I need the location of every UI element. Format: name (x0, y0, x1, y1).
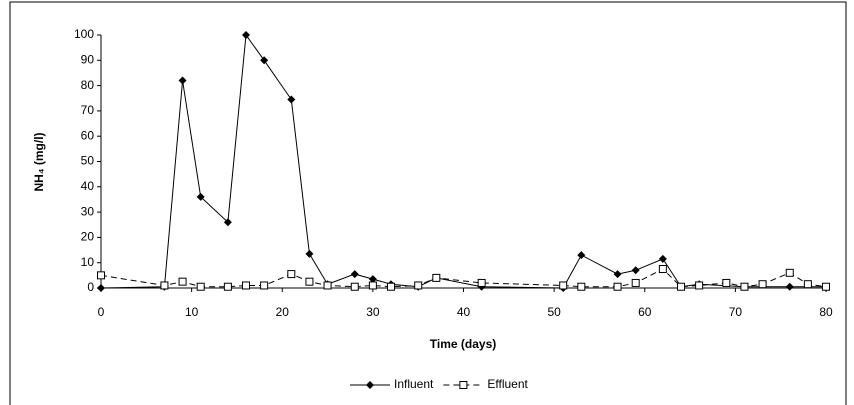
point (305, 249, 314, 258)
y-tick-label: 20 (81, 230, 95, 244)
point (223, 218, 232, 227)
x-tick-label: 20 (276, 305, 290, 319)
x-tick-label: 30 (366, 305, 380, 319)
point (658, 265, 667, 274)
point (740, 282, 749, 291)
point (658, 254, 667, 263)
x-tick-label: 0 (98, 305, 105, 319)
point (287, 95, 296, 104)
y-tick-label: 90 (81, 52, 95, 66)
point (178, 76, 187, 85)
y-tick-label: 30 (81, 204, 95, 218)
point (196, 282, 205, 291)
chart-frame (9, 1, 847, 405)
point (677, 282, 685, 291)
point (722, 278, 731, 287)
point (803, 280, 812, 289)
point (577, 251, 586, 260)
point (631, 278, 640, 287)
point (97, 271, 105, 280)
series-line (100, 33, 826, 289)
point (196, 192, 205, 201)
point (613, 282, 622, 291)
point (178, 277, 187, 286)
point (260, 56, 269, 65)
point (631, 266, 640, 275)
x-tick-label: 60 (638, 305, 652, 319)
point (577, 282, 586, 291)
point (350, 270, 359, 279)
x-tick-label: 40 (457, 305, 471, 319)
point (785, 282, 794, 291)
point (287, 270, 296, 279)
point (160, 281, 169, 290)
y-tick-label: 60 (81, 128, 95, 142)
point (242, 31, 250, 39)
y-tick-label: 10 (81, 255, 95, 269)
point (323, 281, 332, 290)
point (559, 281, 568, 290)
point (260, 281, 269, 290)
y-tick-label: 100 (74, 27, 94, 41)
y-tick-label: 0 (87, 280, 94, 294)
y-tick-label: 50 (81, 154, 95, 168)
legend-marker (459, 381, 468, 389)
point (822, 282, 830, 291)
legend-label: Effluent (487, 377, 528, 391)
y-tick-label: 80 (81, 78, 95, 92)
point (387, 282, 395, 291)
point (368, 281, 377, 290)
point (223, 282, 232, 291)
point (97, 284, 105, 292)
point (242, 281, 250, 290)
point (758, 280, 767, 289)
y-axis-title: NH₄ (mg/l) (32, 132, 46, 191)
point (785, 268, 794, 277)
x-tick-label: 70 (729, 305, 743, 319)
point (613, 270, 622, 279)
point (305, 277, 314, 286)
x-axis-title: Time (days) (430, 337, 496, 351)
legend-marker (366, 381, 374, 389)
x-tick-label: 50 (547, 305, 561, 319)
point (477, 278, 486, 287)
legend-label: Influent (394, 377, 434, 391)
point (368, 275, 377, 284)
y-tick-label: 70 (81, 103, 95, 117)
x-tick-label: 10 (185, 305, 199, 319)
y-tick-label: 40 (81, 179, 95, 193)
point (414, 281, 423, 290)
x-tick-label: 80 (819, 305, 833, 319)
point (350, 282, 359, 291)
point (432, 273, 441, 282)
point (695, 281, 704, 290)
